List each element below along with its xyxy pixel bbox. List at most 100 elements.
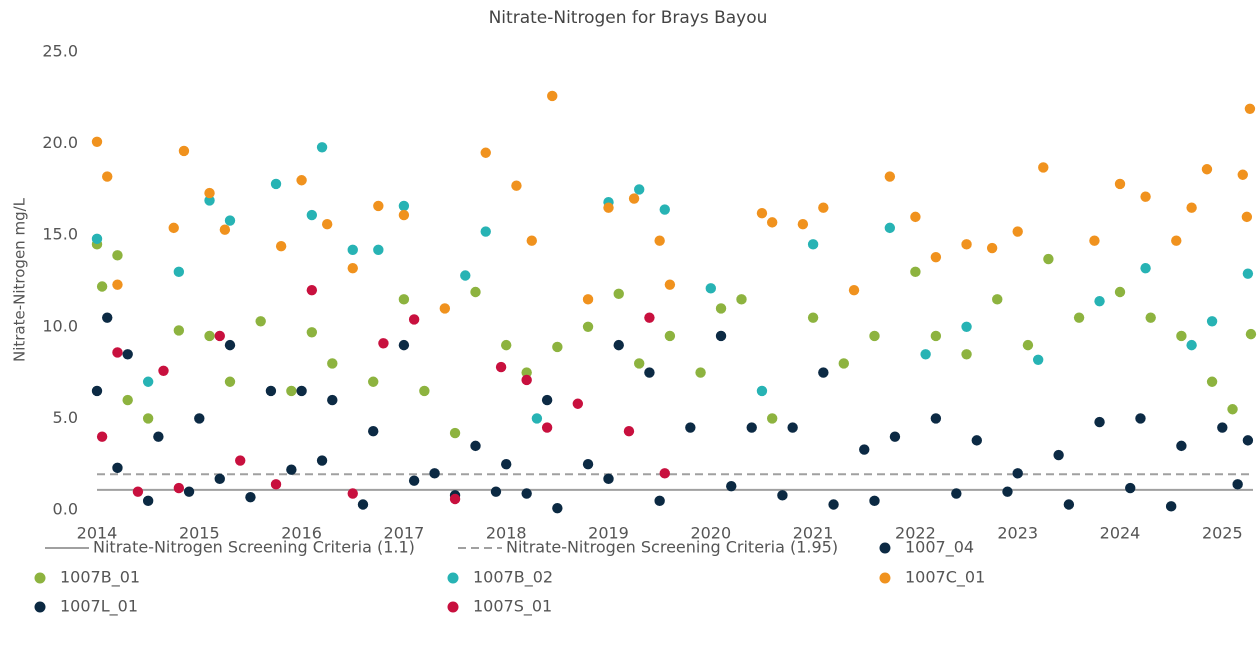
point bbox=[1176, 330, 1187, 342]
point bbox=[158, 365, 169, 376]
legend-swatch bbox=[447, 572, 459, 584]
point bbox=[1206, 376, 1218, 387]
point bbox=[1140, 191, 1151, 202]
point bbox=[245, 491, 256, 503]
x-tick-label: 2020 bbox=[690, 524, 731, 543]
point bbox=[1140, 262, 1151, 274]
point bbox=[357, 499, 369, 510]
point bbox=[398, 200, 410, 212]
point bbox=[91, 136, 103, 147]
point bbox=[1237, 169, 1248, 180]
point bbox=[235, 455, 246, 466]
point bbox=[1244, 103, 1256, 114]
point bbox=[756, 385, 768, 397]
point bbox=[275, 240, 287, 252]
point bbox=[1176, 440, 1187, 452]
x-tick-label: 2016 bbox=[281, 524, 322, 543]
point bbox=[992, 294, 1003, 305]
point bbox=[1043, 253, 1054, 265]
point bbox=[495, 361, 507, 373]
point bbox=[439, 303, 451, 314]
x-tick-label: 2023 bbox=[997, 524, 1038, 543]
point bbox=[91, 385, 103, 397]
point bbox=[265, 385, 277, 397]
legend-swatch bbox=[879, 572, 891, 584]
point bbox=[501, 459, 512, 470]
point bbox=[664, 279, 676, 290]
point bbox=[194, 413, 205, 424]
point bbox=[582, 459, 594, 470]
point bbox=[797, 219, 809, 230]
point bbox=[644, 367, 655, 378]
point bbox=[102, 171, 113, 182]
point bbox=[756, 208, 768, 219]
point bbox=[828, 499, 839, 510]
legend-swatch bbox=[34, 601, 46, 613]
point bbox=[818, 367, 829, 378]
point bbox=[270, 479, 282, 490]
point bbox=[848, 284, 860, 296]
point bbox=[930, 413, 942, 424]
point bbox=[961, 349, 972, 360]
point bbox=[204, 195, 215, 206]
point bbox=[1012, 226, 1023, 237]
point bbox=[736, 294, 747, 305]
legend-label: 1007C_01 bbox=[905, 568, 985, 588]
legend-label: Nitrate-Nitrogen Screening Criteria (1.9… bbox=[506, 538, 838, 557]
point bbox=[173, 325, 185, 336]
point bbox=[327, 394, 338, 406]
point bbox=[807, 239, 819, 250]
legend-label: 1007B_02 bbox=[473, 568, 553, 588]
point bbox=[1217, 422, 1228, 433]
point bbox=[889, 431, 901, 442]
point bbox=[521, 374, 532, 386]
point bbox=[419, 385, 430, 397]
point bbox=[603, 473, 614, 485]
y-tick-label: 10.0 bbox=[42, 316, 78, 335]
point bbox=[460, 270, 471, 281]
point bbox=[541, 422, 553, 433]
point bbox=[449, 493, 461, 505]
point bbox=[1125, 482, 1136, 494]
point bbox=[633, 184, 645, 195]
point bbox=[1165, 501, 1177, 512]
point bbox=[910, 211, 921, 223]
y-tick-label: 20.0 bbox=[42, 133, 78, 152]
y-tick-label: 15.0 bbox=[42, 225, 78, 244]
point bbox=[884, 171, 896, 182]
point bbox=[96, 281, 108, 292]
point bbox=[224, 339, 236, 351]
point bbox=[368, 426, 379, 437]
point bbox=[168, 222, 179, 234]
point bbox=[368, 376, 379, 387]
point bbox=[986, 242, 998, 254]
point bbox=[296, 175, 307, 186]
point bbox=[214, 473, 225, 485]
point bbox=[869, 495, 880, 507]
point bbox=[1242, 268, 1254, 279]
point bbox=[470, 286, 481, 298]
x-tick-label: 2018 bbox=[486, 524, 527, 543]
point bbox=[547, 90, 558, 102]
point bbox=[306, 284, 318, 296]
point bbox=[132, 486, 144, 497]
point bbox=[1186, 339, 1197, 351]
point bbox=[654, 495, 665, 507]
point bbox=[582, 321, 594, 332]
point bbox=[219, 224, 231, 235]
point bbox=[582, 294, 594, 305]
point bbox=[1022, 339, 1034, 351]
point bbox=[378, 338, 389, 349]
point bbox=[286, 385, 297, 397]
point bbox=[1012, 468, 1023, 479]
point bbox=[112, 250, 123, 261]
point bbox=[930, 251, 942, 263]
point bbox=[511, 180, 522, 191]
point bbox=[951, 488, 962, 499]
legend-label: 1007S_01 bbox=[473, 597, 552, 617]
point bbox=[526, 235, 537, 246]
legend-swatch bbox=[879, 542, 891, 554]
point bbox=[347, 244, 358, 256]
point bbox=[1186, 202, 1197, 213]
